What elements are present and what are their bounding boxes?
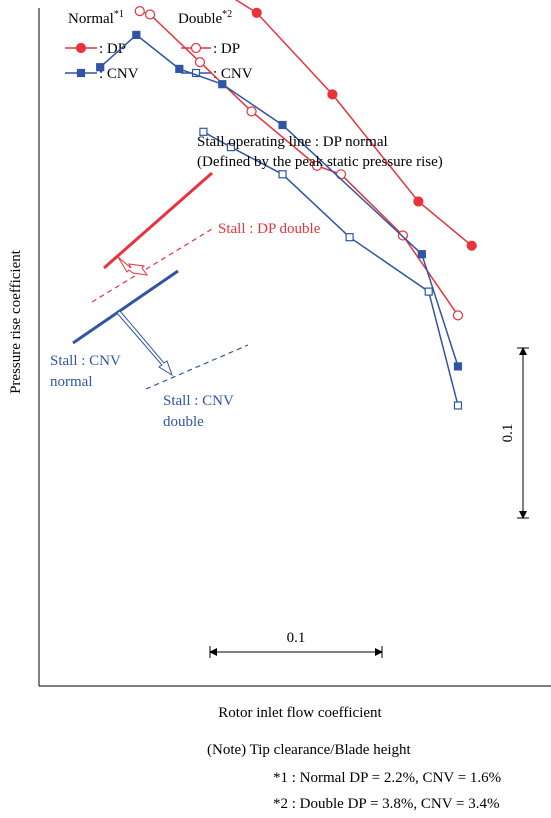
- stall-line-cnv-double: [145, 344, 249, 390]
- point-cnv-normal-2: [175, 64, 184, 74]
- series-line-dp-double: [139, 10, 459, 316]
- point-dp-double-3: [246, 106, 257, 117]
- annotation-stall-dp-normal-sub: (Defined by the peak static pressure ris…: [197, 154, 443, 170]
- series-dp-normal: [234, 0, 477, 251]
- point-dp-normal-5: [413, 196, 424, 207]
- point-dp-double-5: [335, 169, 347, 180]
- point-cnv-double-3: [345, 233, 354, 242]
- series-line-cnv-normal: [99, 33, 459, 367]
- annotation-stall-cnv-double-sub: double: [163, 414, 204, 430]
- x-axis-label: Rotor inlet flow coefficient: [218, 705, 382, 721]
- y-axis-label: Pressure rise coefficient: [8, 249, 24, 394]
- series-line-cnv-double: [203, 131, 459, 406]
- legend: Normal*1 Double*2 : DP : CNV : DP : CNV: [65, 9, 253, 82]
- x-scale-bar: 0.1: [209, 630, 383, 658]
- note-title: (Note) Tip clearance/Blade height: [207, 742, 412, 758]
- annotation-stall-dp-double: Stall : DP double: [218, 221, 321, 237]
- legend-header-normal: Normal*1: [68, 9, 124, 27]
- point-dp-double-1: [144, 9, 156, 20]
- legend-label-cnv-normal: : CNV: [99, 66, 139, 82]
- annotation-stall-dp-normal: Stall operating line : DP normal: [197, 134, 388, 150]
- stall-line-dp-normal: [103, 171, 213, 270]
- y-scale-bar: 0.1: [500, 347, 529, 519]
- series-layer: [96, 0, 477, 410]
- point-dp-double-0: [134, 6, 145, 17]
- point-dp-normal-6: [466, 240, 477, 251]
- legend-label-cnv-double: : CNV: [213, 66, 253, 82]
- legend-label-dp-normal: : DP: [99, 41, 126, 57]
- legend-item-dp-double: : DP: [181, 41, 240, 57]
- point-cnv-normal-5: [417, 250, 426, 259]
- point-cnv-double-0: [199, 127, 208, 136]
- point-dp-double-2: [194, 56, 206, 68]
- point-cnv-normal-1: [132, 30, 141, 39]
- note-line-1: *1 : Normal DP = 2.2%, CNV = 1.6%: [273, 770, 501, 786]
- point-dp-double-4: [311, 160, 323, 171]
- x-scale-label: 0.1: [287, 630, 306, 646]
- point-cnv-double-2: [278, 170, 287, 179]
- point-dp-normal-3: [251, 7, 262, 18]
- point-cnv-normal-6: [453, 362, 463, 371]
- point-cnv-double-1: [226, 143, 236, 152]
- shift-arrow-dp: [117, 256, 149, 276]
- point-dp-double-6: [397, 230, 409, 241]
- shift-arrow-cnv: [116, 310, 173, 377]
- legend-header-double: Double*2: [178, 9, 232, 27]
- note: (Note) Tip clearance/Blade height *1 : N…: [207, 742, 501, 812]
- series-cnv-double: [199, 127, 463, 410]
- stall-line-cnv-normal: [72, 269, 179, 345]
- stall-line-dp-double: [91, 228, 213, 303]
- point-cnv-normal-0: [96, 63, 105, 72]
- legend-label-dp-double: : DP: [213, 41, 240, 57]
- legend-item-cnv-double: : CNV: [181, 66, 253, 82]
- point-cnv-normal-3: [218, 80, 227, 89]
- series-dp-double: [134, 6, 464, 321]
- point-cnv-double-4: [424, 287, 433, 296]
- point-dp-normal-4: [327, 89, 338, 100]
- note-line-2: *2 : Double DP = 3.8%, CNV = 3.4%: [273, 796, 500, 812]
- legend-item-dp-normal: : DP: [65, 41, 126, 57]
- legend-item-cnv-normal: : CNV: [65, 66, 139, 82]
- annotation-stall-cnv-normal: Stall : CNV: [50, 353, 121, 369]
- point-cnv-normal-4: [278, 120, 287, 130]
- series-cnv-normal: [96, 30, 463, 371]
- annotation-stall-cnv-normal-sub: normal: [50, 374, 93, 390]
- annotation-stall-cnv-double: Stall : CNV: [163, 393, 234, 409]
- y-scale-label: 0.1: [500, 424, 516, 443]
- point-cnv-double-5: [453, 401, 463, 410]
- point-dp-double-7: [452, 310, 464, 321]
